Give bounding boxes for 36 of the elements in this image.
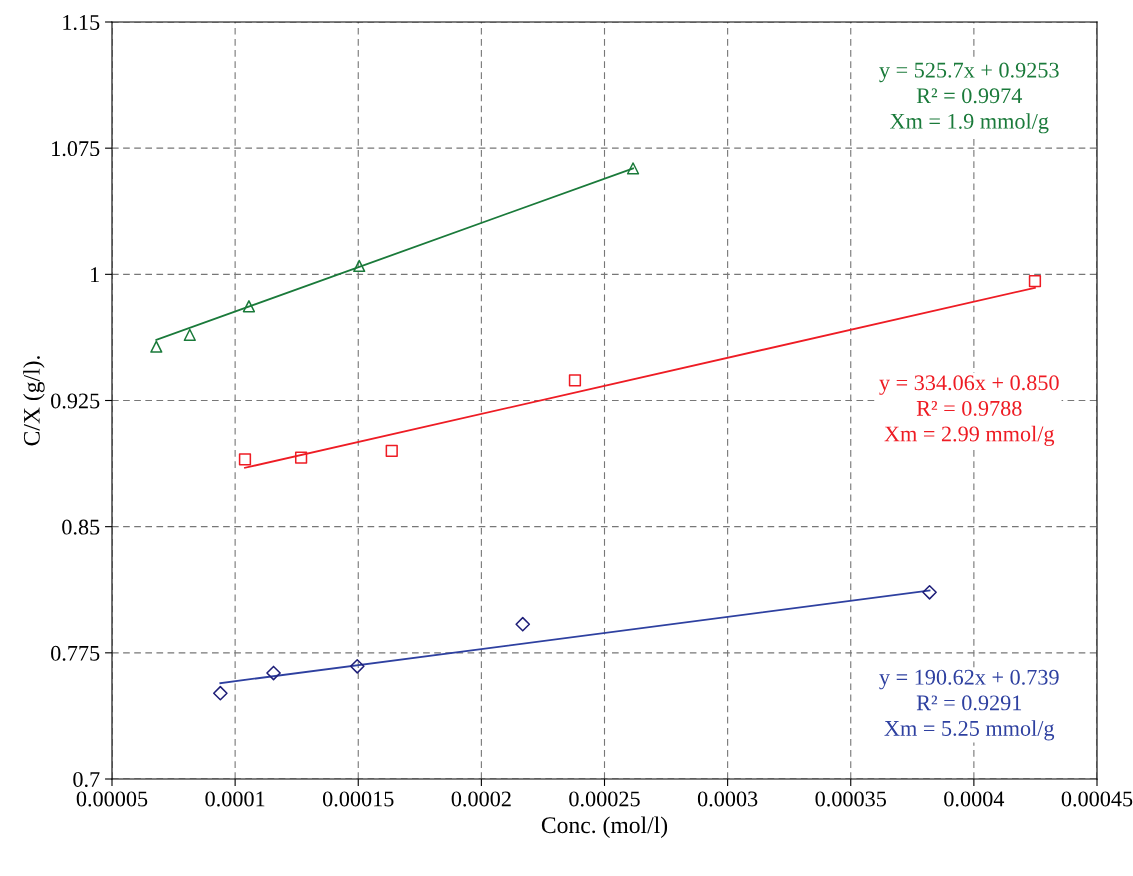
point — [626, 162, 640, 175]
y-tick-label: 1.15 — [63, 15, 100, 31]
y-tick-label: 0.925 — [51, 393, 100, 409]
point — [1028, 274, 1042, 288]
x-tick-label: 0.0002 — [451, 791, 511, 807]
text: y = 525.7x + 0.9253 R² = 0.9974 Xm = 1.9 mmol/g — [879, 62, 1059, 134]
point — [515, 616, 531, 632]
point — [150, 340, 163, 353]
point — [183, 328, 196, 342]
y-tick-label: 0.85 — [62, 519, 100, 535]
point — [238, 453, 252, 466]
point — [353, 259, 366, 273]
x-tick-label: 0.00035 — [815, 791, 886, 807]
y-tick-label: 1 — [91, 267, 99, 283]
x-tick-label: 0.0001 — [205, 791, 265, 807]
point — [385, 444, 398, 458]
x-tick-label: 0.00015 — [322, 791, 394, 807]
text: y = 334.06x + 0.850 R² = 0.9788 Xm = 2.99 mmol/g — [879, 375, 1059, 446]
text: y = 190.62x + 0.739 R² = 0.9291 Xm = 5.25 mmol/g — [879, 669, 1059, 741]
x-tick-label: 0.00005 — [76, 791, 148, 807]
y-tick-label: 0.775 — [51, 645, 100, 661]
y-tick-label: 0.7 — [73, 771, 100, 788]
point — [242, 300, 256, 313]
point — [294, 451, 308, 464]
point — [349, 658, 365, 674]
x-tick-label: 0.00025 — [569, 791, 640, 807]
x-tick-label: 0.0003 — [697, 791, 758, 807]
y-axis-title: C/X (g/l). — [23, 356, 45, 446]
point — [568, 374, 582, 387]
x-axis-title: Conc. (mol/l) — [541, 816, 668, 838]
x-tick-label: 0.0004 — [944, 791, 1005, 807]
x-tick-label: 0.00045 — [1061, 791, 1133, 807]
point — [212, 685, 228, 701]
y-tick-label: 1.075 — [52, 141, 100, 157]
point — [922, 584, 937, 600]
point — [266, 665, 281, 681]
